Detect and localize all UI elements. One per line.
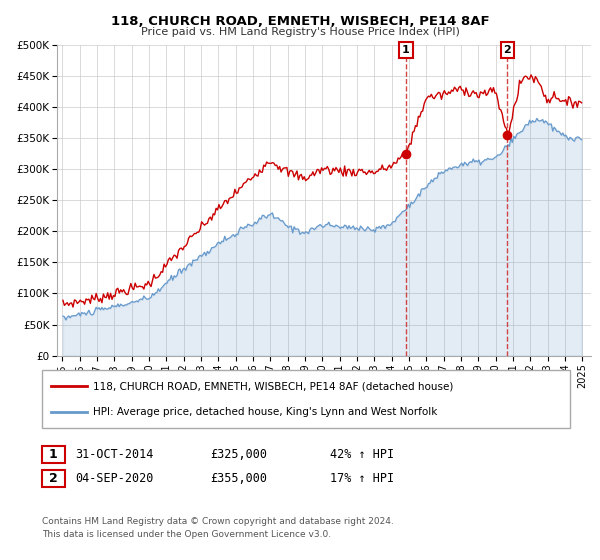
Text: 42% ↑ HPI: 42% ↑ HPI	[330, 448, 394, 461]
Text: Price paid vs. HM Land Registry's House Price Index (HPI): Price paid vs. HM Land Registry's House …	[140, 27, 460, 37]
Text: 1: 1	[402, 45, 410, 55]
Text: 17% ↑ HPI: 17% ↑ HPI	[330, 472, 394, 486]
Text: HPI: Average price, detached house, King's Lynn and West Norfolk: HPI: Average price, detached house, King…	[93, 407, 437, 417]
Text: £325,000: £325,000	[210, 448, 267, 461]
Text: Contains HM Land Registry data © Crown copyright and database right 2024.: Contains HM Land Registry data © Crown c…	[42, 517, 394, 526]
Text: 1: 1	[49, 448, 58, 461]
Text: This data is licensed under the Open Government Licence v3.0.: This data is licensed under the Open Gov…	[42, 530, 331, 539]
Text: 04-SEP-2020: 04-SEP-2020	[75, 472, 154, 486]
Text: 118, CHURCH ROAD, EMNETH, WISBECH, PE14 8AF (detached house): 118, CHURCH ROAD, EMNETH, WISBECH, PE14 …	[93, 381, 454, 391]
Text: 2: 2	[49, 472, 58, 486]
Text: 2: 2	[503, 45, 511, 55]
Text: 31-OCT-2014: 31-OCT-2014	[75, 448, 154, 461]
Text: 118, CHURCH ROAD, EMNETH, WISBECH, PE14 8AF: 118, CHURCH ROAD, EMNETH, WISBECH, PE14 …	[110, 15, 490, 27]
Text: £355,000: £355,000	[210, 472, 267, 486]
